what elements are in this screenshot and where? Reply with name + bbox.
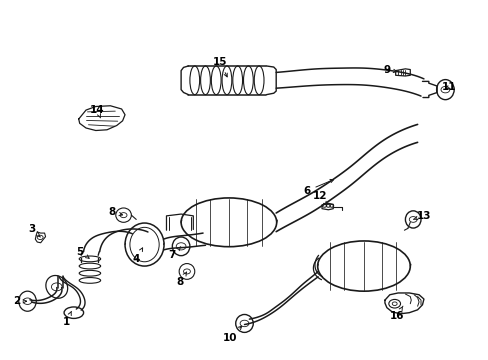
Ellipse shape [125,223,163,266]
Text: 7: 7 [168,247,181,260]
Ellipse shape [317,241,409,291]
Text: 11: 11 [441,82,456,92]
Text: 6: 6 [303,179,333,196]
Text: 2: 2 [13,296,26,306]
Text: 5: 5 [77,247,89,258]
Text: 4: 4 [132,248,142,264]
Text: 8: 8 [176,272,186,287]
Ellipse shape [181,198,276,247]
Text: 8: 8 [108,207,122,217]
Text: 12: 12 [312,191,326,205]
Text: 3: 3 [28,225,41,237]
Text: 16: 16 [388,306,403,321]
Text: 14: 14 [90,105,104,118]
Text: 9: 9 [383,64,396,75]
Text: 10: 10 [222,326,241,343]
Text: 15: 15 [212,57,227,77]
Text: 1: 1 [63,311,71,327]
Text: 13: 13 [413,211,430,221]
